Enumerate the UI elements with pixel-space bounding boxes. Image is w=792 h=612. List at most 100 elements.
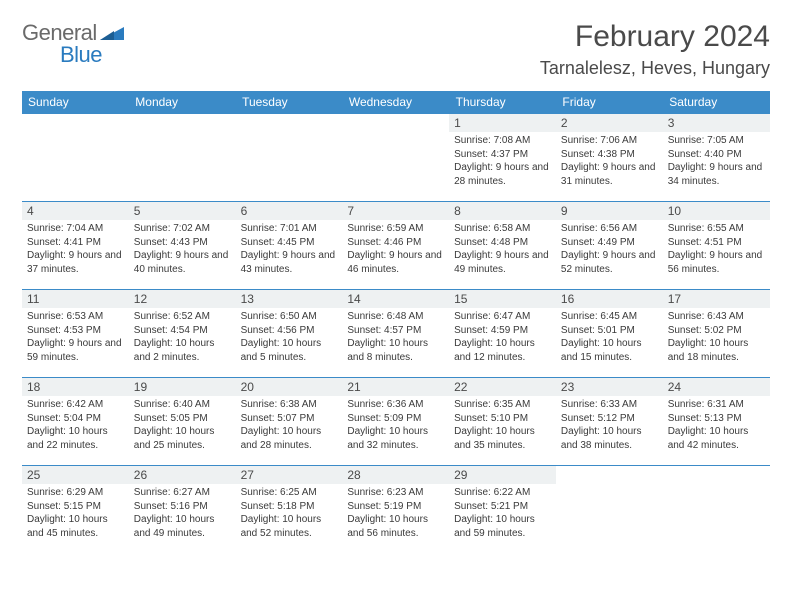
location-label: Tarnalelesz, Heves, Hungary: [540, 58, 770, 79]
calendar-row: 25Sunrise: 6:29 AMSunset: 5:15 PMDayligh…: [22, 466, 770, 554]
day-details: Sunrise: 6:48 AMSunset: 4:57 PMDaylight:…: [342, 308, 449, 368]
day-number: 17: [663, 290, 770, 308]
day-details: Sunrise: 7:06 AMSunset: 4:38 PMDaylight:…: [556, 132, 663, 192]
calendar-cell: ..: [663, 466, 770, 554]
weekday-header: Tuesday: [236, 91, 343, 114]
day-number: 22: [449, 378, 556, 396]
calendar-row: 18Sunrise: 6:42 AMSunset: 5:04 PMDayligh…: [22, 378, 770, 466]
calendar-row: 11Sunrise: 6:53 AMSunset: 4:53 PMDayligh…: [22, 290, 770, 378]
calendar-cell: 1Sunrise: 7:08 AMSunset: 4:37 PMDaylight…: [449, 114, 556, 202]
day-number: 5: [129, 202, 236, 220]
calendar-row: 4Sunrise: 7:04 AMSunset: 4:41 PMDaylight…: [22, 202, 770, 290]
day-details: Sunrise: 6:22 AMSunset: 5:21 PMDaylight:…: [449, 484, 556, 544]
day-number: 1: [449, 114, 556, 132]
day-details: Sunrise: 6:23 AMSunset: 5:19 PMDaylight:…: [342, 484, 449, 544]
day-details: Sunrise: 6:31 AMSunset: 5:13 PMDaylight:…: [663, 396, 770, 456]
title-block: February 2024 Tarnalelesz, Heves, Hungar…: [540, 20, 770, 79]
day-number: 21: [342, 378, 449, 396]
logo-triangle-icon: [100, 22, 124, 45]
day-number: 23: [556, 378, 663, 396]
calendar-cell: 10Sunrise: 6:55 AMSunset: 4:51 PMDayligh…: [663, 202, 770, 290]
calendar-cell: ..: [236, 114, 343, 202]
calendar-cell: 6Sunrise: 7:01 AMSunset: 4:45 PMDaylight…: [236, 202, 343, 290]
calendar-cell: 18Sunrise: 6:42 AMSunset: 5:04 PMDayligh…: [22, 378, 129, 466]
day-details: Sunrise: 6:52 AMSunset: 4:54 PMDaylight:…: [129, 308, 236, 368]
day-number: 28: [342, 466, 449, 484]
day-details: Sunrise: 7:04 AMSunset: 4:41 PMDaylight:…: [22, 220, 129, 280]
calendar-cell: 28Sunrise: 6:23 AMSunset: 5:19 PMDayligh…: [342, 466, 449, 554]
day-number: 25: [22, 466, 129, 484]
day-number: 16: [556, 290, 663, 308]
calendar-cell: 20Sunrise: 6:38 AMSunset: 5:07 PMDayligh…: [236, 378, 343, 466]
calendar-cell: 4Sunrise: 7:04 AMSunset: 4:41 PMDaylight…: [22, 202, 129, 290]
calendar-cell: 14Sunrise: 6:48 AMSunset: 4:57 PMDayligh…: [342, 290, 449, 378]
day-number: 18: [22, 378, 129, 396]
logo-line2: Blue: [60, 42, 124, 68]
day-details: Sunrise: 6:58 AMSunset: 4:48 PMDaylight:…: [449, 220, 556, 280]
calendar-cell: 19Sunrise: 6:40 AMSunset: 5:05 PMDayligh…: [129, 378, 236, 466]
day-number: 11: [22, 290, 129, 308]
day-details: Sunrise: 6:25 AMSunset: 5:18 PMDaylight:…: [236, 484, 343, 544]
day-details: Sunrise: 6:56 AMSunset: 4:49 PMDaylight:…: [556, 220, 663, 280]
weekday-header-row: SundayMondayTuesdayWednesdayThursdayFrid…: [22, 91, 770, 114]
calendar-cell: 5Sunrise: 7:02 AMSunset: 4:43 PMDaylight…: [129, 202, 236, 290]
logo: General Blue: [22, 20, 124, 68]
page-title: February 2024: [540, 20, 770, 54]
calendar-cell: ..: [556, 466, 663, 554]
calendar-cell: 27Sunrise: 6:25 AMSunset: 5:18 PMDayligh…: [236, 466, 343, 554]
day-number: 24: [663, 378, 770, 396]
calendar-page: General Blue February 2024 Tarnalelesz, …: [0, 0, 792, 574]
calendar-cell: 17Sunrise: 6:43 AMSunset: 5:02 PMDayligh…: [663, 290, 770, 378]
calendar-cell: 9Sunrise: 6:56 AMSunset: 4:49 PMDaylight…: [556, 202, 663, 290]
day-number: 29: [449, 466, 556, 484]
calendar-cell: ..: [129, 114, 236, 202]
day-details: Sunrise: 6:40 AMSunset: 5:05 PMDaylight:…: [129, 396, 236, 456]
day-details: Sunrise: 6:27 AMSunset: 5:16 PMDaylight:…: [129, 484, 236, 544]
calendar-cell: 8Sunrise: 6:58 AMSunset: 4:48 PMDaylight…: [449, 202, 556, 290]
day-number: 12: [129, 290, 236, 308]
day-number: 27: [236, 466, 343, 484]
day-number: 4: [22, 202, 129, 220]
calendar-cell: ..: [22, 114, 129, 202]
calendar-cell: 29Sunrise: 6:22 AMSunset: 5:21 PMDayligh…: [449, 466, 556, 554]
day-details: Sunrise: 6:50 AMSunset: 4:56 PMDaylight:…: [236, 308, 343, 368]
day-details: Sunrise: 6:33 AMSunset: 5:12 PMDaylight:…: [556, 396, 663, 456]
day-number: 6: [236, 202, 343, 220]
day-details: Sunrise: 7:01 AMSunset: 4:45 PMDaylight:…: [236, 220, 343, 280]
day-details: Sunrise: 6:29 AMSunset: 5:15 PMDaylight:…: [22, 484, 129, 544]
day-details: Sunrise: 6:38 AMSunset: 5:07 PMDaylight:…: [236, 396, 343, 456]
calendar-table: SundayMondayTuesdayWednesdayThursdayFrid…: [22, 91, 770, 554]
calendar-cell: 13Sunrise: 6:50 AMSunset: 4:56 PMDayligh…: [236, 290, 343, 378]
calendar-cell: 11Sunrise: 6:53 AMSunset: 4:53 PMDayligh…: [22, 290, 129, 378]
calendar-body: ........ 1Sunrise: 7:08 AMSunset: 4:37 PM…: [22, 114, 770, 554]
day-number: 9: [556, 202, 663, 220]
day-details: Sunrise: 7:08 AMSunset: 4:37 PMDaylight:…: [449, 132, 556, 192]
weekday-header: Monday: [129, 91, 236, 114]
weekday-header: Saturday: [663, 91, 770, 114]
day-details: Sunrise: 6:43 AMSunset: 5:02 PMDaylight:…: [663, 308, 770, 368]
calendar-cell: 22Sunrise: 6:35 AMSunset: 5:10 PMDayligh…: [449, 378, 556, 466]
weekday-header: Friday: [556, 91, 663, 114]
calendar-cell: 25Sunrise: 6:29 AMSunset: 5:15 PMDayligh…: [22, 466, 129, 554]
day-number: 2: [556, 114, 663, 132]
day-details: Sunrise: 7:05 AMSunset: 4:40 PMDaylight:…: [663, 132, 770, 192]
day-details: Sunrise: 6:53 AMSunset: 4:53 PMDaylight:…: [22, 308, 129, 368]
day-number: 3: [663, 114, 770, 132]
day-details: Sunrise: 6:45 AMSunset: 5:01 PMDaylight:…: [556, 308, 663, 368]
day-number: 15: [449, 290, 556, 308]
day-number: 8: [449, 202, 556, 220]
day-number: 10: [663, 202, 770, 220]
calendar-row: ........1Sunrise: 7:08 AMSunset: 4:37 PM…: [22, 114, 770, 202]
header: General Blue February 2024 Tarnalelesz, …: [22, 20, 770, 79]
day-number: 14: [342, 290, 449, 308]
day-details: Sunrise: 6:59 AMSunset: 4:46 PMDaylight:…: [342, 220, 449, 280]
weekday-header: Wednesday: [342, 91, 449, 114]
calendar-cell: 15Sunrise: 6:47 AMSunset: 4:59 PMDayligh…: [449, 290, 556, 378]
weekday-header: Sunday: [22, 91, 129, 114]
day-details: Sunrise: 6:55 AMSunset: 4:51 PMDaylight:…: [663, 220, 770, 280]
day-details: Sunrise: 6:42 AMSunset: 5:04 PMDaylight:…: [22, 396, 129, 456]
day-number: 19: [129, 378, 236, 396]
calendar-cell: 16Sunrise: 6:45 AMSunset: 5:01 PMDayligh…: [556, 290, 663, 378]
calendar-cell: 3Sunrise: 7:05 AMSunset: 4:40 PMDaylight…: [663, 114, 770, 202]
day-number: 26: [129, 466, 236, 484]
